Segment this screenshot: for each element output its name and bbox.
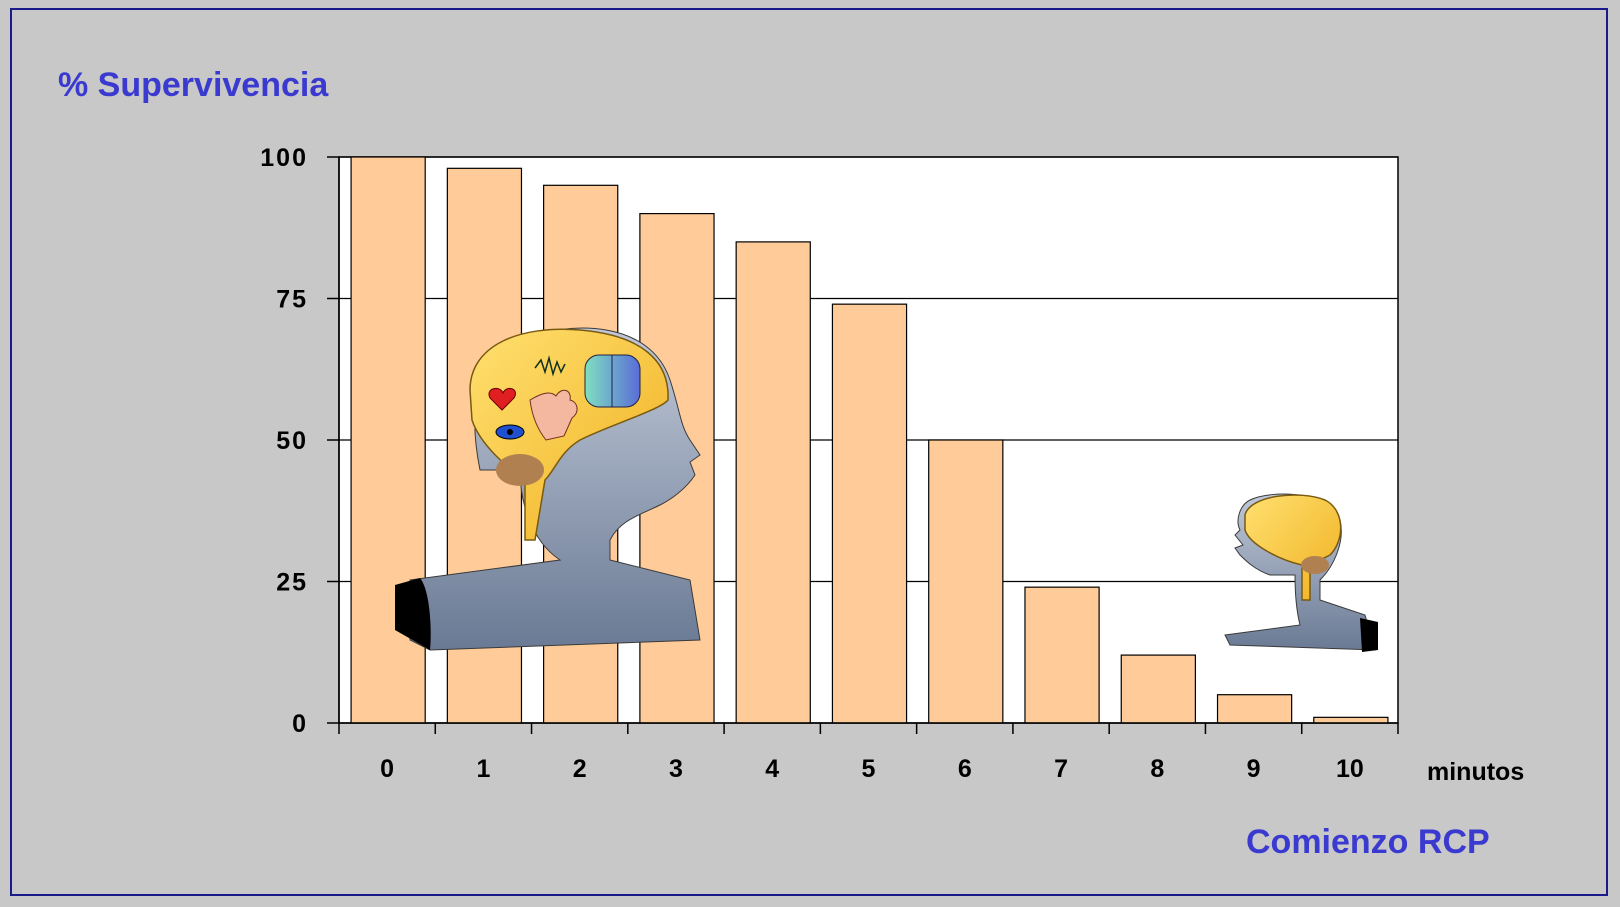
x-axis-title: Comienzo RCP xyxy=(1246,823,1490,861)
x-tick-label: 5 xyxy=(862,755,876,783)
x-tick-label: 0 xyxy=(380,755,394,783)
bar-8 xyxy=(1120,654,1196,724)
bar-7 xyxy=(1024,586,1100,724)
y-tick-label: 25 xyxy=(276,569,308,597)
bar-10 xyxy=(1313,716,1389,724)
y-tick-label: 100 xyxy=(260,144,308,172)
head-brain-large-icon xyxy=(395,327,701,651)
bar-5 xyxy=(831,303,908,724)
x-tick-label: 4 xyxy=(765,755,779,783)
x-tick-label: 1 xyxy=(476,755,490,783)
x-tick-label: 8 xyxy=(1150,755,1164,783)
x-tick-label: 3 xyxy=(669,755,683,783)
bar-6 xyxy=(928,439,1004,724)
y-tick-label: 75 xyxy=(276,286,308,314)
x-tick-label: 10 xyxy=(1336,755,1364,783)
y-tick-label: 0 xyxy=(292,710,308,738)
axes-group xyxy=(327,156,1399,734)
y-tick-label: 50 xyxy=(276,427,308,455)
y-tick-labels: 0 25 50 75 100 xyxy=(260,144,308,738)
x-tick-label: 9 xyxy=(1247,755,1261,783)
x-tick-label: 7 xyxy=(1054,755,1068,783)
head-brain-small-icon xyxy=(1224,493,1378,652)
x-tick-label: 6 xyxy=(958,755,972,783)
bar-9 xyxy=(1216,694,1293,724)
bar-4 xyxy=(735,241,811,724)
x-axis-unit: minutos xyxy=(1427,758,1525,786)
x-tick-labels: 0 1 2 3 4 5 6 7 8 9 10 xyxy=(380,755,1364,783)
x-tick-label: 2 xyxy=(573,755,587,783)
y-axis-title: % Supervivencia xyxy=(58,66,329,104)
